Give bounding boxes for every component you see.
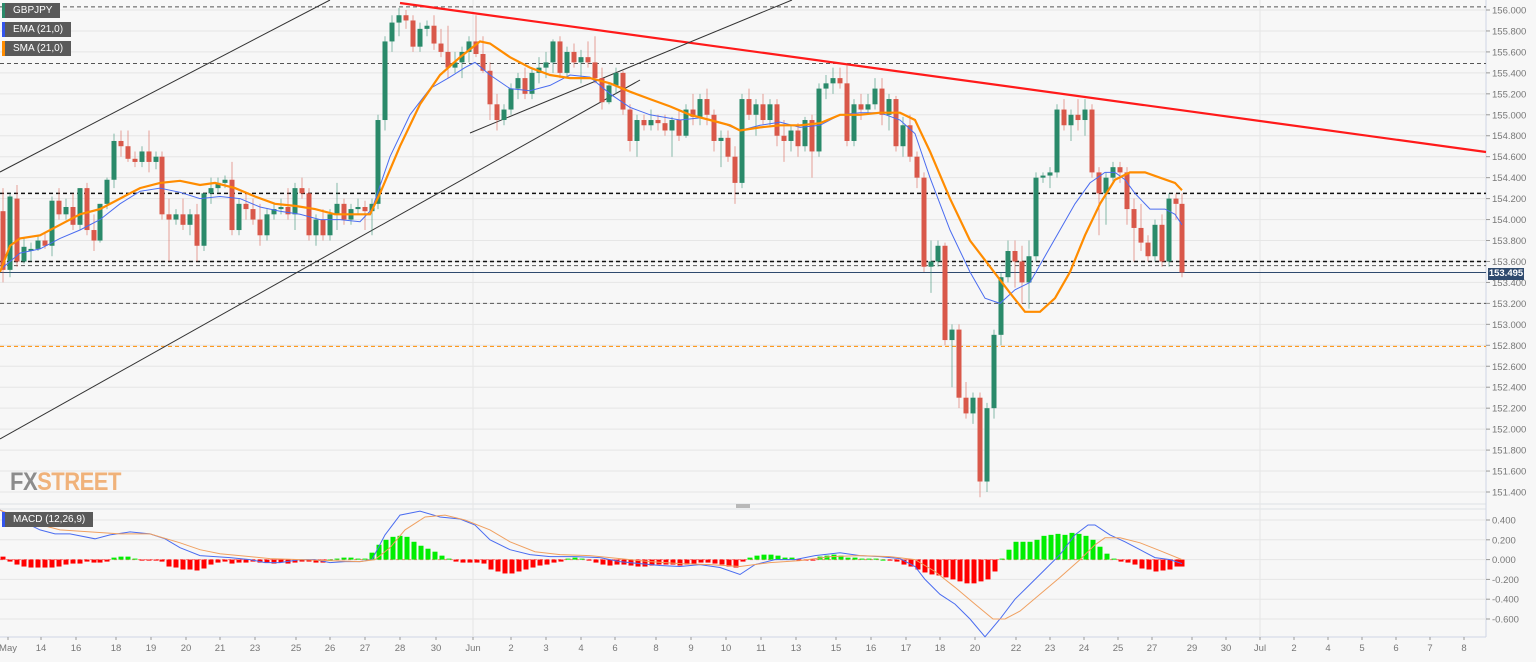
svg-text:152.800: 152.800 — [1492, 341, 1526, 352]
svg-text:20: 20 — [970, 643, 981, 654]
trend-lines[interactable] — [0, 0, 1487, 440]
svg-text:Jul: Jul — [1254, 643, 1266, 654]
svg-text:153.400: 153.400 — [1492, 278, 1526, 289]
svg-text:May: May — [0, 643, 17, 654]
svg-text:24: 24 — [1079, 643, 1090, 654]
svg-text:8: 8 — [653, 643, 658, 654]
svg-text:6: 6 — [612, 643, 617, 654]
svg-text:25: 25 — [1113, 643, 1124, 654]
svg-text:30: 30 — [431, 643, 442, 654]
svg-text:29: 29 — [1187, 643, 1198, 654]
svg-text:15: 15 — [831, 643, 842, 654]
sma-line — [0, 40, 1183, 313]
svg-text:27: 27 — [360, 643, 371, 654]
svg-text:155.600: 155.600 — [1492, 47, 1526, 58]
macd-line — [0, 509, 1183, 638]
svg-text:16: 16 — [866, 643, 877, 654]
svg-text:6: 6 — [1393, 643, 1398, 654]
macd-signal-line — [0, 509, 1183, 620]
svg-text:0.400: 0.400 — [1492, 516, 1516, 527]
svg-text:152.400: 152.400 — [1492, 383, 1526, 394]
legend-sma[interactable]: SMA (21,0) — [2, 41, 72, 56]
fxstreet-logo: FXSTREET — [10, 467, 121, 497]
legend-instrument[interactable]: GBPJPY — [2, 3, 61, 18]
svg-text:151.400: 151.400 — [1492, 488, 1526, 499]
svg-text:21: 21 — [215, 643, 226, 654]
svg-text:2: 2 — [1291, 643, 1296, 654]
macd-axis[interactable]: 0.400 0.200 0.000 -0.200 -0.400 -0.600 — [1486, 516, 1519, 626]
logo-street: STREET — [37, 467, 121, 496]
svg-text:20: 20 — [181, 643, 192, 654]
svg-text:30: 30 — [1221, 643, 1232, 654]
svg-text:9: 9 — [688, 643, 693, 654]
svg-text:151.600: 151.600 — [1492, 467, 1526, 478]
svg-text:22: 22 — [1011, 643, 1022, 654]
svg-text:18: 18 — [111, 643, 122, 654]
svg-text:18: 18 — [935, 643, 946, 654]
svg-text:154.400: 154.400 — [1492, 173, 1526, 184]
svg-text:Jun: Jun — [465, 643, 480, 654]
svg-text:153.600: 153.600 — [1492, 257, 1526, 268]
svg-text:154.800: 154.800 — [1492, 131, 1526, 142]
time-axis[interactable]: May 14 16 18 19 20 21 23 25 26 27 28 30 Jun 2 3 4 6 8 9 10 11… — [0, 637, 1467, 654]
svg-text:28: 28 — [395, 643, 406, 654]
svg-text:155.400: 155.400 — [1492, 68, 1526, 79]
legend-macd[interactable]: MACD (12,26,9) — [2, 512, 94, 527]
svg-text:23: 23 — [1045, 643, 1056, 654]
svg-text:14: 14 — [36, 643, 47, 654]
svg-text:152.200: 152.200 — [1492, 404, 1526, 415]
price-axis[interactable]: 156.000 155.800 155.600 155.400 155.200 155.0… — [1486, 6, 1526, 499]
svg-text:155.800: 155.800 — [1492, 26, 1526, 37]
svg-text:3: 3 — [543, 643, 548, 654]
svg-text:25: 25 — [291, 643, 302, 654]
svg-text:156.000: 156.000 — [1492, 6, 1526, 17]
svg-text:16: 16 — [71, 643, 82, 654]
svg-text:155.000: 155.000 — [1492, 110, 1526, 121]
svg-text:-0.200: -0.200 — [1492, 575, 1519, 586]
svg-text:-0.400: -0.400 — [1492, 595, 1519, 606]
svg-text:17: 17 — [901, 643, 912, 654]
svg-text:153.800: 153.800 — [1492, 236, 1526, 247]
svg-text:2: 2 — [508, 643, 513, 654]
ema-line — [0, 61, 1183, 304]
svg-text:10: 10 — [721, 643, 732, 654]
logo-fx: FX — [10, 467, 38, 496]
svg-text:154.600: 154.600 — [1492, 152, 1526, 163]
svg-text:154.200: 154.200 — [1492, 194, 1526, 205]
svg-text:0.200: 0.200 — [1492, 535, 1516, 546]
svg-text:19: 19 — [146, 643, 157, 654]
svg-text:152.600: 152.600 — [1492, 362, 1526, 373]
svg-text:4: 4 — [578, 643, 583, 654]
svg-text:27: 27 — [1147, 643, 1158, 654]
svg-text:7: 7 — [1427, 643, 1432, 654]
svg-text:155.200: 155.200 — [1492, 89, 1526, 100]
svg-text:5: 5 — [1359, 643, 1364, 654]
pane-resize-handle[interactable] — [736, 504, 750, 508]
svg-text:23: 23 — [250, 643, 261, 654]
svg-text:26: 26 — [325, 643, 336, 654]
svg-text:154.000: 154.000 — [1492, 215, 1526, 226]
svg-text:11: 11 — [756, 643, 766, 654]
svg-text:-0.600: -0.600 — [1492, 615, 1519, 626]
svg-text:0.000: 0.000 — [1492, 555, 1516, 566]
svg-text:4: 4 — [1325, 643, 1330, 654]
svg-text:8: 8 — [1461, 643, 1466, 654]
last-price-tag: 153.495 — [1488, 268, 1524, 280]
svg-text:151.800: 151.800 — [1492, 446, 1526, 457]
svg-text:152.000: 152.000 — [1492, 425, 1526, 436]
svg-text:153.000: 153.000 — [1492, 320, 1526, 331]
svg-text:153.200: 153.200 — [1492, 299, 1526, 310]
legend-ema[interactable]: EMA (21,0) — [2, 22, 72, 37]
svg-text:13: 13 — [791, 643, 802, 654]
